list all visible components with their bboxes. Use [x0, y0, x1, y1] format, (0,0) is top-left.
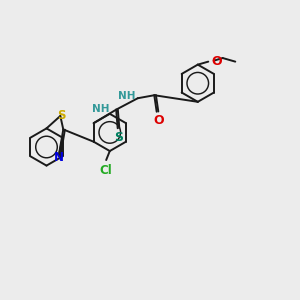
Text: O: O: [154, 114, 164, 127]
Text: O: O: [212, 55, 223, 68]
Text: NH: NH: [92, 104, 109, 114]
Text: S: S: [57, 109, 65, 122]
Text: NH: NH: [118, 91, 136, 101]
Text: S: S: [114, 131, 123, 144]
Text: N: N: [53, 151, 63, 164]
Text: Cl: Cl: [100, 164, 112, 177]
